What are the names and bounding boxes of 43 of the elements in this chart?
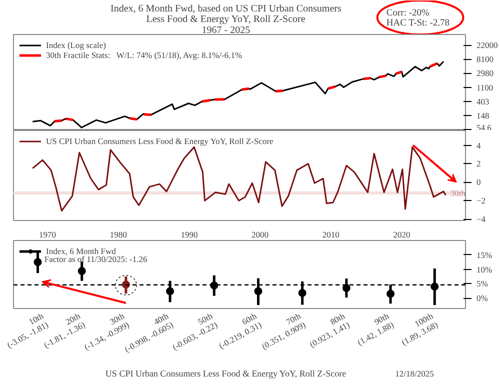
y-tick-label: −2 xyxy=(476,196,486,206)
y-tick-label: 2980 xyxy=(476,68,494,78)
chart-title: Index, 6 Month Fwd, based on US CPI Urban Consumers Less Food & Energy YoY, Roll Z-Score xyxy=(110,4,342,26)
x-tick-label: 1970 xyxy=(39,230,56,240)
x-tick-label: 2000 xyxy=(252,230,269,240)
x-tick-label: 1980 xyxy=(110,230,127,240)
point xyxy=(78,267,86,276)
point xyxy=(386,290,395,298)
y-tick-label: 10% xyxy=(476,264,492,274)
chart-subtitle: 1967 - 2025 xyxy=(202,24,250,36)
legend-label: Index, 6 Month Fwd xyxy=(46,246,116,256)
y-tick-label: 5% xyxy=(476,278,488,289)
point xyxy=(254,287,262,296)
y-tick-label: 22000 xyxy=(476,40,498,50)
y-tick-label: 8100 xyxy=(476,54,494,64)
legend-label: Index (Log scale) xyxy=(46,40,106,50)
x-axis-title: US CPI Urban Consumers Less Food & Energy YoY, Roll Z-Score xyxy=(105,368,346,378)
legend-label: 30th Fractile Stats: W/L: 74% (51/18), Avg: 8.1%/-6.1% xyxy=(46,50,242,60)
y-tick-label: 15% xyxy=(476,250,492,260)
line-series xyxy=(32,146,446,212)
x-tick-label: 100th (1.89, 3.68) xyxy=(400,310,440,348)
point xyxy=(210,281,218,290)
y-tick-label: 1100 xyxy=(476,82,494,92)
point xyxy=(342,284,350,292)
y-tick-label: 148 xyxy=(476,110,490,120)
point xyxy=(298,288,306,297)
x-tick-label: 1990 xyxy=(180,230,198,240)
y-tick-label: 2 xyxy=(476,158,481,169)
y-tick-label: 0% xyxy=(476,293,488,304)
y-tick-label: 403 xyxy=(476,96,490,106)
point xyxy=(34,258,42,266)
x-tick-label: 2020 xyxy=(393,230,410,240)
x-tick-label: 90th (1.42, 1.88) xyxy=(356,310,396,348)
text: HAC T-St: -2.78 xyxy=(386,18,450,29)
text: Corr: -20% xyxy=(386,8,430,18)
text: 12/18/2025 xyxy=(395,368,434,378)
x-tick-label: 2010 xyxy=(322,230,340,240)
point xyxy=(166,287,174,296)
legend-label: US CPI Urban Consumers Less Food & Energy YoY, Roll Z-Score xyxy=(46,136,274,146)
y-tick-label: −4 xyxy=(476,214,486,224)
y-tick-label: 0 xyxy=(476,177,481,188)
y-tick-label: 4 xyxy=(476,140,482,150)
point xyxy=(430,282,439,291)
